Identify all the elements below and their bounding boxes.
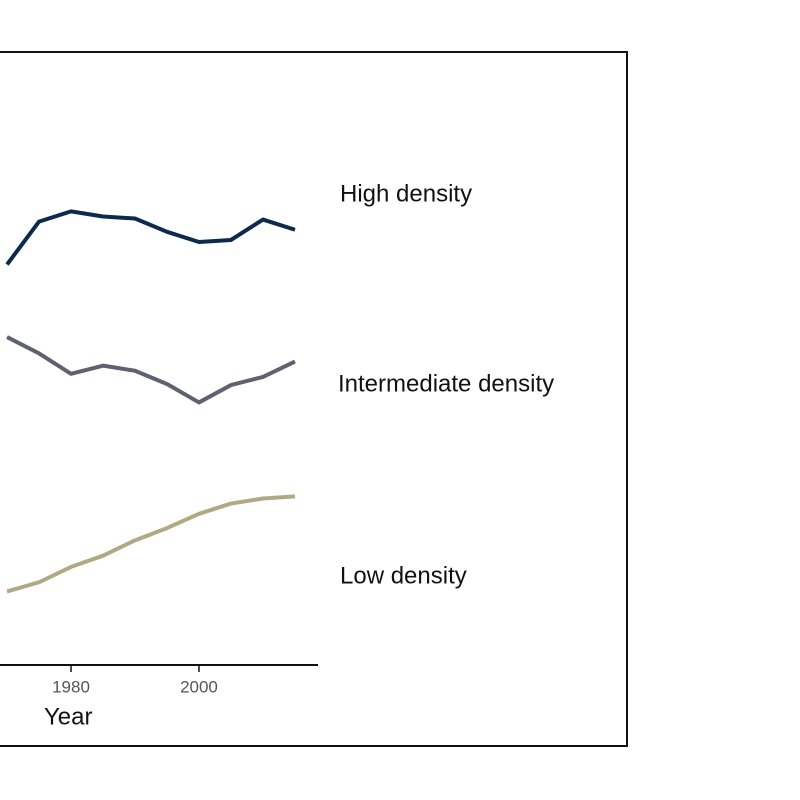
series-line [6, 494, 296, 594]
frame [0, 51, 628, 747]
series-label: Intermediate density [338, 370, 554, 397]
series-label: High density [340, 180, 472, 207]
x-tick-label: 2000 [180, 677, 218, 696]
x-axis-label: Year [44, 703, 93, 730]
series-label: Low density [340, 562, 467, 589]
series-line [5, 209, 296, 266]
series-line [6, 335, 296, 405]
x-tick-label: 1980 [52, 677, 90, 696]
